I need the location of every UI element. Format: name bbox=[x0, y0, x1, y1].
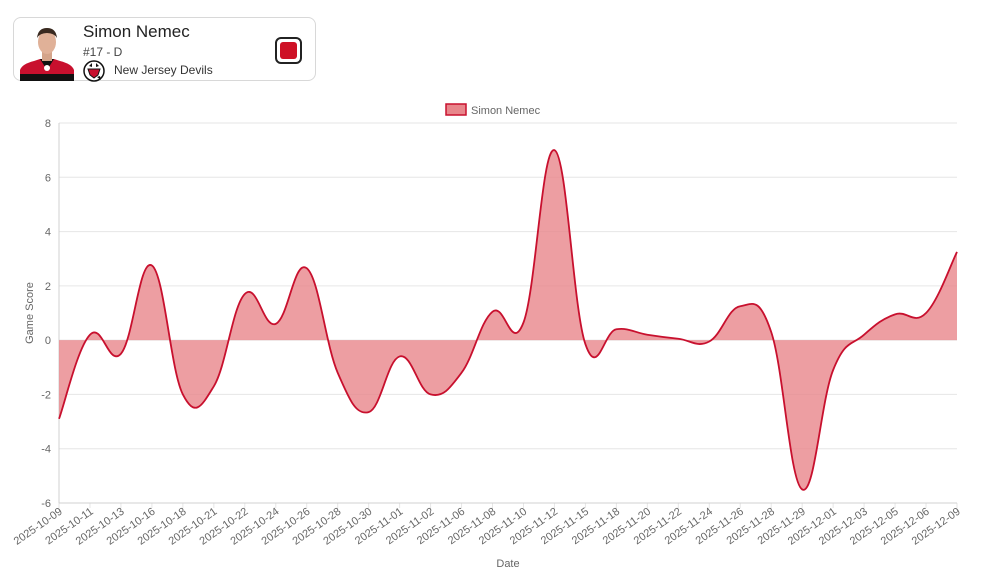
series-line bbox=[59, 150, 957, 490]
data-point[interactable] bbox=[273, 321, 279, 327]
data-point[interactable] bbox=[56, 416, 62, 422]
data-point[interactable] bbox=[211, 383, 217, 389]
legend-swatch[interactable] bbox=[446, 104, 466, 115]
data-point[interactable] bbox=[675, 336, 681, 342]
data-point[interactable] bbox=[954, 249, 960, 255]
y-axis-title: Game Score bbox=[24, 282, 36, 344]
y-tick-label: 0 bbox=[45, 335, 51, 347]
data-point[interactable] bbox=[428, 391, 434, 397]
data-point[interactable] bbox=[737, 303, 743, 309]
player-name: Simon Nemec bbox=[83, 22, 190, 42]
y-tick-label: 8 bbox=[45, 118, 51, 130]
legend-label[interactable]: Simon Nemec bbox=[471, 105, 541, 117]
data-point[interactable] bbox=[335, 370, 341, 376]
y-tick-label: -6 bbox=[41, 498, 51, 510]
data-point[interactable] bbox=[923, 310, 929, 316]
y-tick-label: -2 bbox=[41, 389, 51, 401]
data-point[interactable] bbox=[87, 332, 93, 338]
y-tick-label: 4 bbox=[45, 227, 51, 239]
data-point[interactable] bbox=[768, 329, 774, 335]
player-number-position: #17 - D bbox=[83, 45, 122, 59]
data-point[interactable] bbox=[304, 265, 310, 271]
new-jersey-devils-logo-icon bbox=[83, 60, 105, 82]
data-point[interactable] bbox=[366, 409, 372, 415]
x-axis-title: Date bbox=[496, 558, 519, 570]
data-point[interactable] bbox=[613, 326, 619, 332]
data-point[interactable] bbox=[520, 320, 526, 326]
series-area-fill bbox=[59, 150, 957, 490]
data-point[interactable] bbox=[551, 147, 557, 153]
data-point[interactable] bbox=[118, 351, 124, 357]
team-color-button[interactable] bbox=[275, 37, 302, 64]
data-point[interactable] bbox=[397, 353, 403, 359]
data-point[interactable] bbox=[180, 391, 186, 397]
data-point[interactable] bbox=[582, 341, 588, 347]
data-point[interactable] bbox=[149, 263, 155, 269]
game-score-chart: -6-4-2024682025-10-092025-10-112025-10-1… bbox=[0, 95, 992, 579]
data-point[interactable] bbox=[459, 370, 465, 376]
data-point[interactable] bbox=[830, 367, 836, 373]
data-point[interactable] bbox=[892, 311, 898, 317]
y-tick-label: 2 bbox=[45, 281, 51, 293]
team-color-swatch bbox=[280, 42, 297, 59]
data-point[interactable] bbox=[861, 332, 867, 338]
data-point[interactable] bbox=[799, 486, 805, 492]
data-point[interactable] bbox=[706, 339, 712, 345]
y-tick-label: 6 bbox=[45, 172, 51, 184]
y-tick-label: -4 bbox=[41, 444, 51, 456]
player-card: Simon Nemec #17 - D New Jersey Devils bbox=[13, 17, 316, 81]
player-headshot-icon bbox=[18, 24, 76, 81]
data-point[interactable] bbox=[644, 332, 650, 338]
data-point[interactable] bbox=[490, 309, 496, 315]
data-point[interactable] bbox=[242, 291, 248, 297]
team-name: New Jersey Devils bbox=[114, 63, 213, 77]
